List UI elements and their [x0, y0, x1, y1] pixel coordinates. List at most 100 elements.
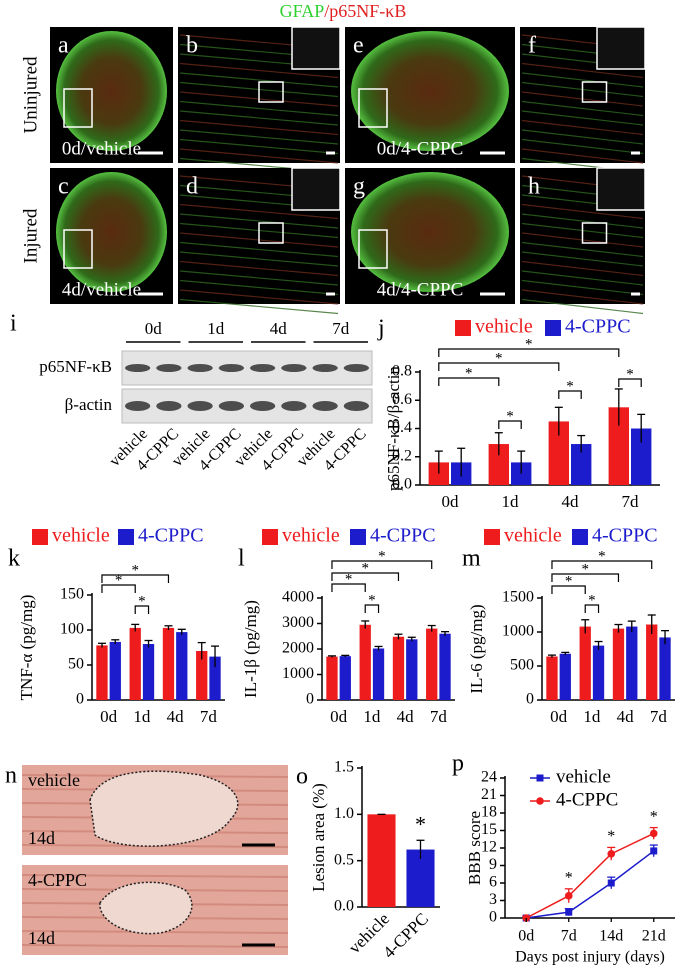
fiber	[521, 110, 644, 126]
fiber	[521, 100, 644, 117]
condition-label: vehicle	[28, 770, 80, 790]
blot-band	[218, 364, 244, 372]
legend-marker	[536, 774, 544, 782]
significance-mark: *	[626, 366, 634, 382]
x-tick-label: 0d	[550, 707, 568, 726]
fiber	[521, 279, 644, 296]
x-tick-label: 7d	[561, 928, 577, 945]
fiber	[521, 62, 644, 79]
fiber	[521, 298, 644, 315]
panel-letter: b	[186, 33, 198, 59]
marker	[650, 847, 658, 855]
significance-mark: *	[361, 560, 369, 576]
panel-letter: c	[58, 174, 69, 200]
fiber	[179, 129, 339, 145]
stain-name: GFAP	[280, 1, 325, 21]
x-tick-label: 7d	[430, 707, 448, 726]
y-tick-label: 0.6	[392, 391, 412, 408]
timepoint-label: 4d	[270, 319, 288, 338]
significance-bracket	[101, 574, 170, 583]
significance-mark: *	[465, 365, 473, 381]
panel-letter: p	[452, 751, 464, 777]
legend-label: vehicle	[556, 766, 611, 787]
panel-caption: 4d/4-CPPC	[377, 279, 464, 300]
y-tick-label: 9	[489, 856, 497, 873]
bar	[359, 624, 371, 700]
bar	[372, 648, 385, 700]
x-tick-label: 1d	[133, 707, 151, 726]
panel-caption: 4d/vehicle	[62, 279, 141, 300]
fiber	[521, 213, 644, 229]
blot-band	[125, 364, 151, 372]
blot-band	[312, 364, 338, 372]
x-tick-label: 7d	[650, 707, 668, 726]
fiber	[179, 72, 339, 88]
spinal-cord-section	[56, 172, 167, 292]
fiber	[521, 129, 644, 145]
x-tick-label: 0d	[442, 492, 460, 511]
y-tick-label: 0.0	[392, 476, 412, 493]
bar	[608, 407, 629, 485]
x-tick-label: 0d	[330, 707, 348, 726]
y-tick-label: 6	[489, 874, 497, 891]
significance-mark: *	[565, 573, 573, 589]
significance-mark: *	[368, 592, 376, 608]
significance-bracket	[498, 420, 522, 429]
panel-letter: j	[377, 316, 385, 342]
legend-label: 4-CPPC	[370, 525, 436, 547]
significance-bracket	[331, 572, 400, 581]
blot-band	[312, 401, 338, 411]
blot-band	[281, 364, 307, 372]
bar	[367, 814, 396, 907]
fiber	[521, 148, 644, 164]
bar	[612, 628, 625, 700]
significance-bracket	[364, 604, 380, 613]
y-tick-label: 0.2	[392, 447, 412, 464]
x-axis-title: Days post injury (days)	[515, 949, 665, 966]
inset-box	[63, 229, 93, 269]
significance-bracket	[438, 348, 620, 357]
bar	[631, 428, 652, 485]
y-axis-title: Lesion area (%)	[309, 783, 328, 892]
y-tick-label: 50	[68, 656, 84, 673]
bar	[326, 656, 338, 700]
bar	[96, 645, 108, 700]
fiber	[521, 289, 644, 305]
panel-letter: n	[5, 763, 17, 789]
bar	[579, 626, 591, 700]
legend-swatch	[32, 529, 48, 545]
x-tick-label: 4d	[562, 492, 580, 511]
panel-letter: h	[528, 174, 540, 200]
fiber	[179, 62, 339, 79]
fiber	[179, 241, 339, 258]
bar	[142, 644, 155, 700]
inset-box	[258, 222, 284, 244]
y-tick-label: 2000	[282, 640, 314, 657]
blot-band	[250, 364, 276, 372]
bar	[129, 627, 141, 700]
significance-bracket	[551, 585, 586, 594]
significance-mark: *	[131, 562, 139, 578]
fiber	[521, 241, 644, 258]
fiber	[179, 251, 339, 267]
legend-label: vehicle	[475, 316, 533, 338]
legend-swatch	[350, 529, 366, 545]
y-axis-title: p65NF-κB/β-actin	[384, 366, 403, 491]
inset	[596, 167, 646, 211]
inset	[291, 26, 341, 70]
marker	[649, 829, 658, 838]
legend-marker	[536, 797, 544, 805]
significance-mark: *	[115, 572, 123, 588]
y-tick-label: 12	[481, 839, 497, 856]
fiber	[521, 203, 644, 220]
x-tick-label: 0d	[100, 707, 118, 726]
legend-swatch	[118, 529, 134, 545]
blot-band	[187, 364, 213, 372]
y-tick-label: 24	[481, 769, 497, 786]
condition-label: 4-CPPC	[28, 870, 87, 890]
panel-letter: k	[8, 546, 20, 572]
timepoint-label: 1d	[207, 319, 225, 338]
significance-mark: *	[378, 548, 386, 564]
figure-header: GFAP/p65NF-κB	[280, 1, 407, 21]
x-tick-label: 0d	[518, 928, 534, 945]
